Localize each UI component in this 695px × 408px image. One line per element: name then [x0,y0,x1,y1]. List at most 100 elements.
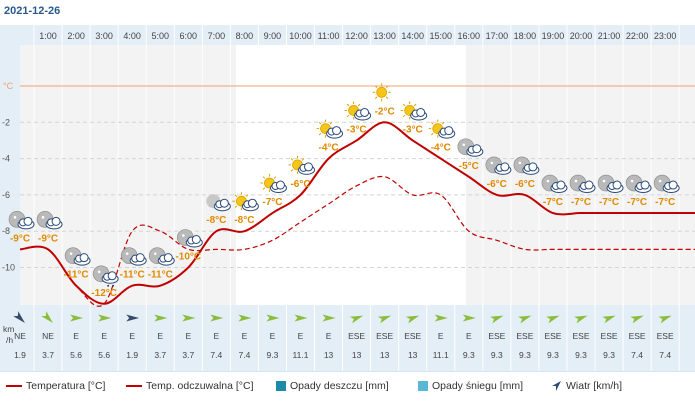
temperature-value-label: -8°C [234,215,254,226]
wind-direction-label: E [270,331,276,341]
sun-icon [376,86,388,98]
weather-day-cloud-icon [206,194,231,212]
wind-speed-label: 9.3 [519,350,531,360]
wind-arrow-icon [546,315,560,324]
snowflake-icon [112,284,115,287]
wind-speed-label: 13 [352,350,362,360]
wind-arrow-shape [405,315,420,324]
wind-arrow-shape [546,315,560,324]
legend-feels-like-label: Temp. odczuwalna [°C] [146,380,254,392]
sun-ray [318,132,322,136]
wind-speed-label: 7.4 [631,350,643,360]
wind-speed-label: 9.3 [491,350,503,360]
y-tick-label: -6 [2,190,10,200]
temperature-value-label: -7°C [599,197,619,208]
wind-speed-label: 9.3 [575,350,587,360]
weather-night-cloud-icon [653,174,680,194]
temperature-value-label: -4°C [431,143,451,154]
hour-label: 23:00 [654,31,677,41]
wind-arrow-icon [13,311,25,323]
wind-direction-label: ESE [601,331,618,341]
weather-night-cloud-icon [513,156,540,175]
sun-ray [374,85,378,89]
wind-speed-label: 1.9 [126,350,138,360]
wind-direction-label: ESE [348,331,365,341]
wind-arrow-shape [518,315,532,324]
wind-panel [0,305,695,371]
wind-speed-label: 3.7 [154,350,166,360]
wind-speed-label: 7.4 [238,350,250,360]
legend-temperature-label: Temperatura [°C] [26,380,106,392]
wind-speed-label: 13 [324,350,334,360]
moon-crater [602,179,606,183]
hour-label: 15:00 [429,31,452,41]
legend-temperature: Temperatura [°C] [6,380,105,392]
hour-label: 17:00 [486,31,509,41]
wind-direction-label: E [101,331,107,341]
wind-arrow-shape [377,315,392,324]
weather-night-cloud-icon [120,247,147,266]
wind-arrow-shape [210,314,224,322]
sun-ray [234,194,238,197]
sun-ray [402,114,406,118]
temperature-value-label: -10°C [175,252,201,263]
sun-ray [402,103,406,107]
legend-snow: Opady śniegu [mm] [418,380,523,392]
temperature-value-label: -9°C [38,233,58,244]
cloud-puff [500,162,510,172]
wind-direction-label: E [214,331,220,341]
feels-like-line [19,175,695,307]
wind-arrow-shape [238,314,252,322]
wind-speed-label: 9.3 [603,350,615,360]
wind-direction-label: ESE [488,331,505,341]
wind-direction-label: ESE [376,331,393,341]
wind-arrow-shape [154,314,168,322]
weather-night-cloud-icon [177,229,203,248]
cloud-puff [612,180,622,190]
moon-crater [41,216,45,219]
y-tick-label: -8 [2,226,10,236]
temperature-chart: 1:00 2:00 3:00 4:00 5:00 6:00 7:00 8:00 9:00 10:0… [0,25,695,371]
legend: Temperatura [°C] Temp. odczuwalna [°C] O… [0,371,695,402]
sun-ray [374,96,378,100]
snow-swatch [418,381,428,392]
weather-night-snow-icon [92,265,119,287]
temperature-value-label: -6°C [487,179,507,190]
wind-arrow-icon [294,314,308,322]
wind-speed-label: 13 [380,350,390,360]
cloud-puff [23,216,33,226]
wind-arrow-shape [349,315,364,324]
wind-arrow-shape [434,314,448,322]
rain-swatch [276,381,286,392]
sun-ray [273,176,277,179]
wind-direction-label: E [242,331,248,341]
legend-feels-like: Temp. odczuwalna [°C] [126,380,254,392]
hour-label: 21:00 [598,31,621,41]
temperature-value-label: -7°C [262,197,282,208]
weather-night-cloud-icon [64,247,91,266]
cloud-puff [584,180,594,190]
wind-arrow-icon [630,315,644,324]
sun-ray [346,103,350,107]
moon-crater [630,179,634,183]
feels-like-line-swatch [126,385,142,388]
hour-label: 20:00 [570,31,593,41]
moon-crater [182,234,185,237]
wind-arrow-icon [434,314,448,322]
wind-speed-label: 3.7 [42,350,54,360]
cloud-puff [135,253,145,263]
date-label: 2021-12-26 [4,5,61,17]
wind-arrow-shape [322,314,336,322]
moon-crater [658,179,662,183]
hour-label: 10:00 [289,31,312,41]
weather-night-cloud-icon [485,156,512,175]
cloud-puff [247,198,257,208]
wind-arrow-shape [574,315,588,324]
hour-label: 11:00 [318,31,340,41]
temperature-value-label: -7°C [543,197,563,208]
y-tick-label: -4 [2,154,10,164]
weather-night-cloud-icon [625,174,652,194]
hour-label: 7:00 [208,31,226,41]
wind-direction-label: ESE [572,331,589,341]
